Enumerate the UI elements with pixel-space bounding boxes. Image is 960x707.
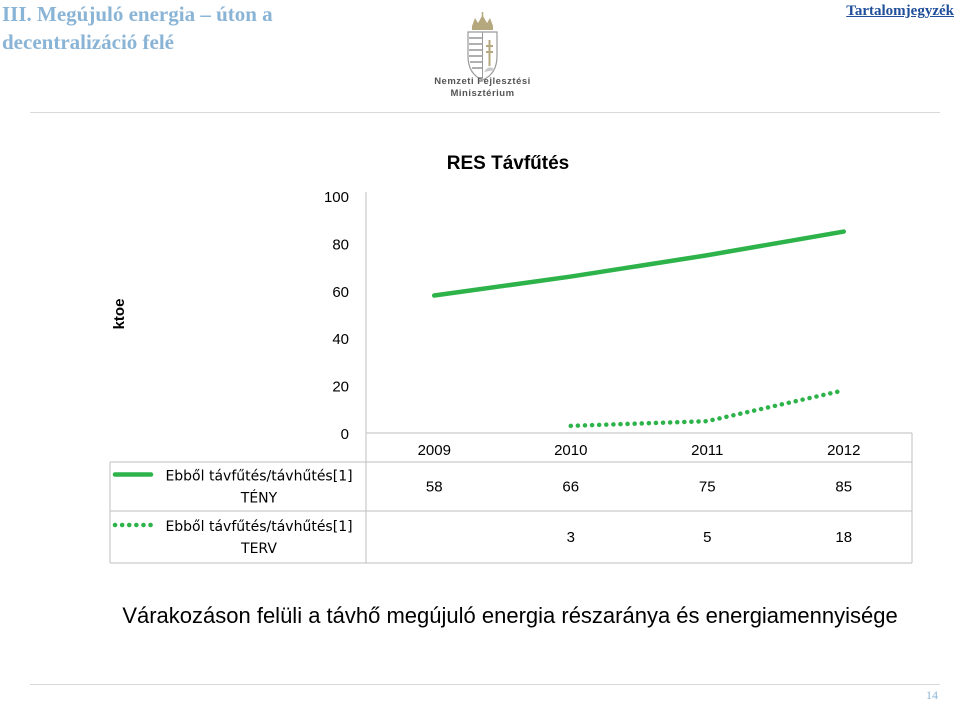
- page-number: 14: [926, 688, 938, 702]
- y-tick-label: 0: [341, 426, 349, 443]
- legend-label: TERV: [240, 541, 277, 557]
- table-cell-value: 3: [567, 529, 575, 546]
- teny-series-line: [432, 229, 846, 298]
- slide-title: III. Megújuló energia – úton a decentral…: [2, 2, 273, 54]
- legend-label: TÉNY: [240, 490, 278, 507]
- coat-of-arms-icon: [467, 12, 498, 81]
- legend-label: Ebből távfűtés/távhűtés[1]: [165, 469, 352, 485]
- logo-line-2: Minisztérium: [450, 88, 515, 99]
- y-tick-label: 80: [332, 236, 349, 253]
- chart: RES Távfűtés ktoe 0 20 40 60 80 100 2009 2010 20…: [109, 153, 913, 564]
- x-tick-label: 2011: [691, 442, 723, 459]
- y-tick-label: 40: [332, 331, 349, 348]
- table-cell-value: 58: [426, 479, 443, 496]
- y-tick-label: 60: [332, 284, 349, 301]
- terv-series-line: [568, 388, 846, 429]
- header-divider: [30, 112, 940, 113]
- table-cell-value: 66: [562, 479, 579, 496]
- footer-divider: [30, 684, 940, 685]
- y-axis-label: ktoe: [111, 299, 128, 330]
- table-cell-value: 85: [835, 479, 852, 496]
- legend-label: Ebből távfűtés/távhűtés[1]: [165, 519, 352, 535]
- table-cell-value: 75: [699, 479, 716, 496]
- chart-title: RES Távfűtés: [447, 153, 569, 174]
- logo-line-1: Nemzeti Fejlesztési: [434, 76, 531, 87]
- toc-link[interactable]: Tartalomjegyzék: [846, 3, 954, 19]
- slide-caption: Várakozáson felüli a távhő megújuló ener…: [122, 603, 898, 628]
- y-tick-label: 20: [332, 379, 349, 396]
- table-cell-value: 18: [835, 529, 852, 546]
- x-tick-label: 2009: [418, 442, 451, 459]
- ministry-logo: Nemzeti Fejlesztési Minisztérium: [420, 12, 545, 104]
- x-tick-label: 2010: [554, 442, 587, 459]
- table-cell-value: 5: [703, 529, 711, 546]
- x-tick-label: 2012: [827, 442, 860, 459]
- y-tick-label: 100: [324, 189, 349, 206]
